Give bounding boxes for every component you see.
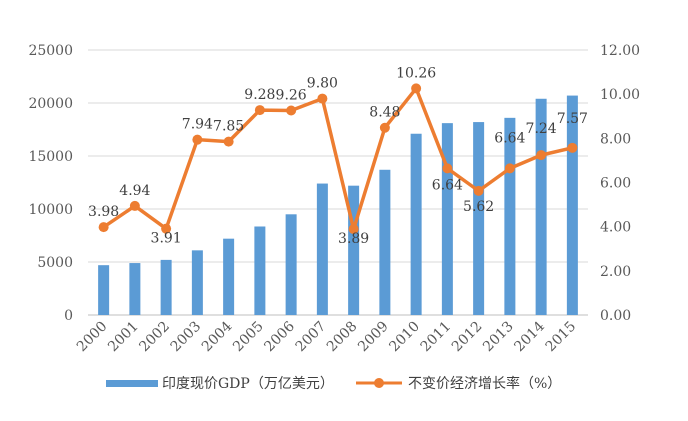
line-point (567, 142, 578, 153)
y-right-tick-label: 2.00 (600, 264, 631, 280)
bar (285, 214, 297, 315)
x-tick-label: 2001 (105, 319, 142, 356)
line-point (504, 163, 515, 174)
legend-line-label: 不变价经济增长率（%） (408, 375, 561, 392)
y-right-tick-label: 10.00 (600, 87, 640, 103)
y-axis-right: 0.00 2.00 4.00 6.00 8.00 10.00 12.00 (600, 43, 640, 324)
bar (129, 263, 141, 315)
bar (348, 185, 360, 315)
y-right-tick-label: 6.00 (600, 176, 631, 192)
line-point (317, 93, 328, 104)
bar (254, 226, 266, 315)
line-point (411, 83, 422, 94)
legend-bar-label: 印度现价GDP（万亿美元） (162, 376, 334, 392)
line-point (536, 150, 547, 161)
y-right-tick-label: 8.00 (600, 131, 631, 147)
x-tick-label: 2015 (543, 319, 580, 356)
bar (98, 265, 110, 315)
y-right-tick-label: 4.00 (600, 220, 631, 236)
line-point (379, 122, 390, 133)
x-tick-label: 2008 (324, 319, 361, 356)
y-right-tick-label: 12.00 (600, 43, 640, 59)
bar (410, 133, 422, 315)
y-left-tick-label: 0 (64, 308, 73, 324)
x-tick-label: 2014 (511, 318, 548, 355)
data-label: 3.89 (338, 231, 369, 247)
y-left-tick-label: 15000 (28, 149, 73, 165)
x-tick-label: 2013 (480, 319, 517, 356)
bar-series (98, 95, 578, 315)
data-label: 3.91 (151, 231, 182, 247)
y-left-tick-label: 5000 (37, 255, 73, 271)
data-label: 3.98 (88, 204, 119, 220)
x-tick-label: 2010 (386, 319, 423, 356)
bar (473, 122, 485, 315)
line-point (98, 222, 109, 233)
bar (223, 238, 235, 315)
bar (566, 95, 578, 315)
data-labels: 3.984.94 3.91 7.94 7.859.28 9.269.80 3.89 8.48… (88, 65, 588, 247)
data-label: 7.85 (213, 119, 244, 135)
line-point (348, 224, 359, 235)
data-label: 9.28 (244, 87, 275, 103)
bar (535, 98, 547, 315)
data-label: 9.26 (276, 88, 307, 104)
data-label: 6.64 (494, 130, 525, 146)
data-label: 7.24 (526, 121, 557, 137)
x-tick-label: 2005 (230, 319, 267, 356)
legend-bar-swatch (106, 380, 158, 387)
data-label: 10.26 (396, 65, 436, 81)
line-point (223, 136, 234, 147)
data-label: 9.80 (307, 76, 338, 92)
x-tick-label: 2012 (449, 319, 486, 356)
x-axis: 2000200120022003200420052006200720082009… (74, 318, 579, 355)
x-tick-label: 2004 (199, 318, 236, 355)
bar (316, 183, 328, 315)
line-point (161, 223, 172, 234)
bar (379, 169, 391, 315)
x-tick-label: 2003 (168, 319, 205, 356)
bar (160, 259, 172, 315)
data-label: 8.48 (369, 105, 400, 121)
growth-line (102, 86, 573, 231)
y-right-tick-label: 0.00 (600, 308, 631, 324)
data-label: 7.57 (557, 111, 588, 127)
legend-line-marker (374, 378, 384, 388)
x-tick-label: 2009 (355, 319, 392, 356)
x-tick-label: 2002 (136, 319, 173, 356)
line-point (129, 200, 140, 211)
data-label: 4.94 (119, 183, 150, 199)
data-label: 5.62 (463, 199, 494, 215)
line-series (98, 83, 578, 235)
line-point (286, 105, 297, 116)
x-tick-label: 2006 (261, 318, 298, 355)
line-point (442, 163, 453, 174)
data-label: 6.64 (432, 177, 463, 193)
line-point (254, 105, 265, 116)
y-left-tick-label: 25000 (28, 43, 73, 59)
x-tick-label: 2000 (74, 319, 111, 356)
bar (191, 250, 203, 315)
legend: 印度现价GDP（万亿美元） 不变价经济增长率（%） (106, 375, 561, 392)
bar (504, 117, 516, 315)
y-axis-left: 0 5000 10000 15000 20000 25000 (28, 43, 73, 324)
x-tick-label: 2011 (418, 319, 455, 356)
line-point (192, 134, 203, 145)
y-left-tick-label: 10000 (28, 202, 73, 218)
data-label: 7.94 (182, 117, 213, 133)
bar (441, 123, 453, 315)
line-point (473, 185, 484, 196)
y-left-tick-label: 20000 (28, 96, 73, 112)
x-tick-label: 2007 (293, 319, 330, 356)
